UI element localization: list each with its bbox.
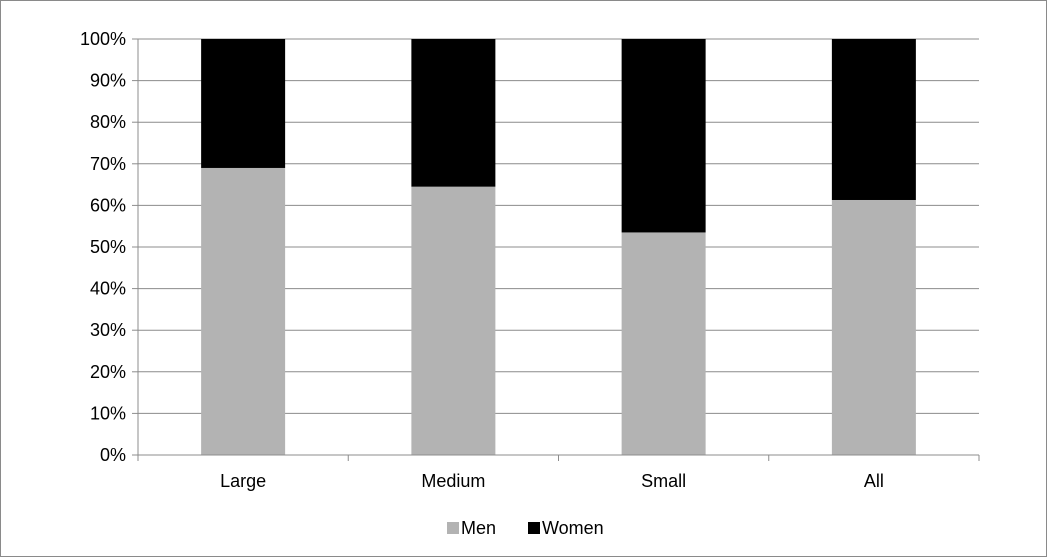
y-tick-label: 0% [100,445,126,465]
legend-label-men: Men [461,518,496,538]
y-tick-label: 70% [90,154,126,174]
y-tick-label: 100% [80,29,126,49]
y-tick-label: 20% [90,362,126,382]
bar-men-all [831,199,916,455]
bar-women-large [201,39,286,168]
x-category-label: Medium [421,471,485,491]
legend-swatch-men [447,522,459,534]
bar-men-small [621,232,706,455]
x-category-label: Large [220,471,266,491]
axes [132,38,980,461]
bar-women-medium [411,39,496,187]
bar-women-small [621,39,706,233]
legend-label-women: Women [542,518,604,538]
x-category-label: All [864,471,884,491]
y-tick-label: 60% [90,195,126,215]
y-tick-label: 10% [90,403,126,423]
x-category-label: Small [641,471,686,491]
bar-women-all [831,39,916,200]
legend: Men Women [447,518,604,538]
bar-men-medium [411,186,496,455]
y-tick-label: 30% [90,320,126,340]
bars [201,39,916,455]
legend-swatch-women [528,522,540,534]
y-tick-label: 40% [90,279,126,299]
bar-men-large [201,167,286,455]
y-tick-labels: 0% 10% 20% 30% 40% 50% 60% 70% 80% 90% 100% [80,29,126,465]
x-category-labels: Large Medium Small All [220,471,884,491]
y-tick-label: 90% [90,71,126,91]
y-tick-label: 80% [90,112,126,132]
y-tick-label: 50% [90,237,126,257]
